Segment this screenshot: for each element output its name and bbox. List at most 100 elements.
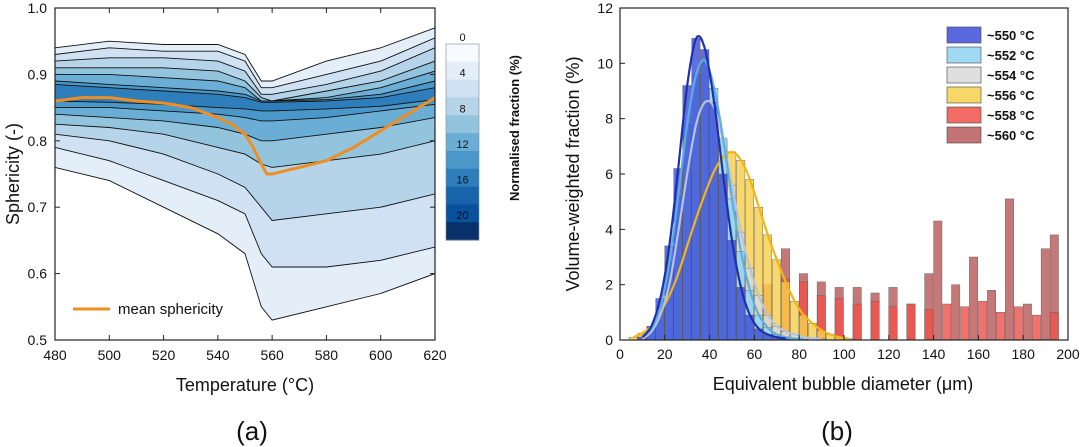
histogram-bar (906, 303, 916, 340)
panel-b: 0 20 40 60 80 100 120 140 160 180 200 0 2 4 6 8 10 12 Eq… (563, 0, 1080, 446)
watermark-text: 材料学网 (946, 389, 1026, 413)
histogram-bar (870, 301, 880, 340)
histogram-bar (816, 295, 826, 340)
x-tick-label: 620 (423, 347, 447, 363)
legend-label: ~556 °C (987, 88, 1035, 103)
histogram-bar (951, 284, 961, 340)
histogram-bar (1049, 312, 1059, 340)
x-tick-label: 520 (152, 347, 176, 363)
y-tick-label: 8 (605, 111, 613, 127)
x-tick-label: 160 (967, 346, 991, 362)
legend-label: ~558 °C (987, 108, 1035, 123)
colorbar-tick-label: 4 (459, 68, 465, 80)
x-tick-label: 60 (747, 346, 763, 362)
mean-sphericity-legend-label: mean sphericity (118, 301, 224, 318)
histogram-bar (942, 303, 952, 340)
histogram-bar (924, 309, 934, 340)
histogram-bar (1014, 306, 1023, 340)
panel-b-x-axis-label: Equivalent bubble diameter (μm) (713, 374, 974, 394)
histogram-bar (978, 301, 988, 340)
x-tick-label: 40 (702, 346, 718, 362)
histogram-bar (924, 273, 934, 340)
y-tick-label: 1.0 (28, 0, 48, 16)
colorbar-step (446, 79, 479, 98)
legend-swatch (946, 86, 982, 104)
colorbar-step (446, 133, 479, 152)
watermark: 材料学网 (907, 389, 1026, 416)
panel-a-x-ticks: 480 500 520 540 560 580 600 620 (43, 8, 447, 363)
x-tick-label: 500 (98, 347, 122, 363)
wechat-icon (907, 391, 940, 416)
colorbar-tick-label: 16 (456, 175, 468, 187)
panel-b-y-ticks: 0 2 4 6 8 10 12 (597, 0, 625, 348)
colorbar-tick-label: 12 (456, 139, 468, 151)
x-tick-label: 140 (922, 346, 946, 362)
y-tick-label: 12 (597, 0, 613, 16)
colorbar-tick-label: 8 (459, 103, 465, 115)
colorbar-step (446, 61, 479, 81)
x-tick-label: 540 (206, 347, 230, 363)
colorbar-step (446, 204, 479, 223)
fit-curve (641, 59, 804, 340)
colorbar-step (446, 150, 479, 170)
x-tick-label: 100 (832, 346, 856, 362)
x-tick-label: 560 (260, 347, 284, 363)
x-tick-label: 80 (791, 346, 807, 362)
panel-a: 480 500 520 540 560 580 600 620 0.50.60.70.80.9… (3, 0, 522, 446)
histogram-bar (637, 337, 647, 340)
colorbar-tick-label: 20 (456, 210, 468, 222)
histogram-bar (933, 220, 943, 340)
fit-curve (641, 99, 822, 340)
legend-swatch (946, 106, 982, 124)
legend-swatch (946, 66, 982, 84)
y-tick-label: 2 (605, 277, 613, 293)
x-tick-label: 0 (616, 346, 624, 362)
histogram-bar (1031, 314, 1041, 340)
panel-b-label: (b) (821, 416, 853, 446)
y-tick-label: 0.7 (28, 199, 48, 215)
histogram-bar (628, 337, 638, 340)
panel-a-y-axis-label: Sphericity (-) (3, 123, 23, 225)
colorbar (446, 44, 479, 241)
colorbar-step (446, 222, 479, 241)
y-tick-label: 6 (605, 166, 613, 182)
colorbar-ticks: 0 4 8 12 16 20 (456, 32, 468, 222)
y-tick-label: 0.9 (28, 66, 48, 82)
histogram-bar (709, 101, 719, 340)
x-tick-label: 200 (1056, 346, 1080, 362)
mean-sphericity-line (55, 96, 435, 176)
x-tick-label: 20 (657, 346, 673, 362)
panel-b-legend: ~550 °C ~552 °C ~554 °C ~556 °C ~558 °C ~560 … (946, 26, 1035, 144)
legend-label: ~560 °C (987, 128, 1035, 143)
y-tick-label: 10 (597, 55, 613, 71)
y-tick-label: 0.6 (28, 266, 48, 282)
x-tick-label: 180 (1012, 346, 1036, 362)
colorbar-step (446, 97, 479, 116)
histogram-bar (996, 312, 1005, 340)
histogram-bar (888, 306, 898, 340)
panel-b-y-axis-label: Volume-weighted fraction (%) (563, 56, 583, 291)
colorbar-frame (445, 43, 480, 241)
histogram-bar (1023, 303, 1032, 340)
panel-a-label: (a) (236, 416, 268, 446)
histogram-bar (1040, 248, 1050, 340)
histogram-bar (960, 306, 970, 340)
fit-curve (632, 150, 849, 340)
fit-curves (632, 35, 849, 340)
y-tick-label: 4 (605, 221, 613, 237)
colorbar-tick-label: 0 (459, 32, 465, 44)
panel-a-frame (54, 7, 436, 341)
x-tick-label: 120 (877, 346, 901, 362)
x-tick-label: 480 (43, 347, 67, 363)
colorbar-step (446, 186, 479, 205)
colorbar-step (446, 115, 479, 134)
mean-sphericity-layer (55, 96, 435, 176)
colorbar-title: Normalised fraction (%) (507, 55, 522, 201)
y-tick-label: 0.5 (28, 332, 48, 348)
legend-label: ~554 °C (987, 68, 1035, 83)
legend-swatch (946, 126, 982, 144)
colorbar-step (446, 44, 479, 63)
histogram-bar (987, 290, 997, 340)
legend-label: ~552 °C (987, 48, 1035, 63)
